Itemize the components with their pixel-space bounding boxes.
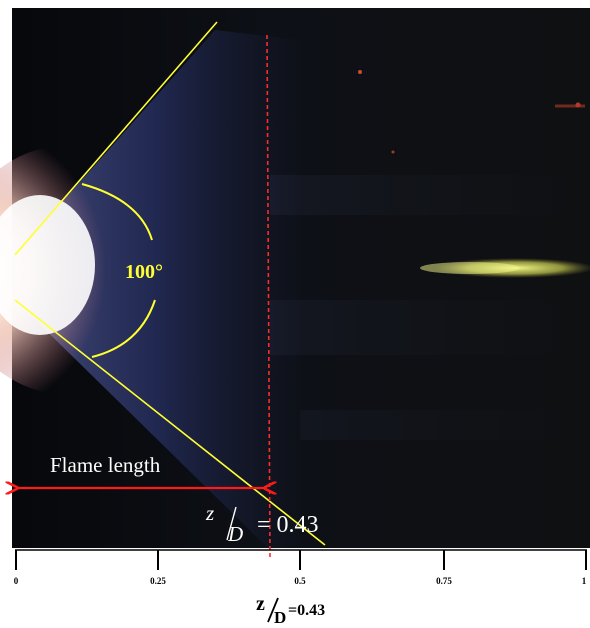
caption-value: =0.43: [288, 602, 325, 619]
haze-band: [270, 300, 590, 355]
angle-arc-lower: [91, 299, 156, 358]
haze-band: [300, 410, 590, 440]
x-axis-tick-label: 0: [14, 576, 19, 586]
z-over-d-z: z: [205, 501, 214, 525]
z-over-d-marker-line: [266, 34, 271, 559]
z-over-d-d: D: [227, 522, 243, 546]
x-axis-tick-label: 0.75: [436, 576, 452, 586]
caption-d: D: [274, 608, 286, 627]
haze-band: [270, 175, 590, 215]
z-over-d-slash: [226, 506, 237, 541]
red-speck: [358, 70, 362, 74]
flame-core-hot: [0, 195, 95, 335]
red-speck: [391, 150, 395, 154]
angle-label: 100°: [125, 261, 163, 283]
caption-z: z: [256, 593, 265, 615]
upper-cone-line: [14, 21, 218, 256]
x-axis-tick-label: 0.25: [150, 576, 166, 586]
x-axis-tick-label: 1: [582, 576, 587, 586]
lower-cone-line: [14, 299, 326, 546]
flame-length-label: Flame length: [50, 453, 161, 477]
z-over-d-value: = 0.43: [257, 512, 319, 538]
yellow-streak: [420, 262, 520, 274]
x-axis-tick-label: 0.5: [294, 576, 306, 586]
angle-arc-upper: [81, 183, 153, 241]
caption-slash: [267, 597, 279, 623]
